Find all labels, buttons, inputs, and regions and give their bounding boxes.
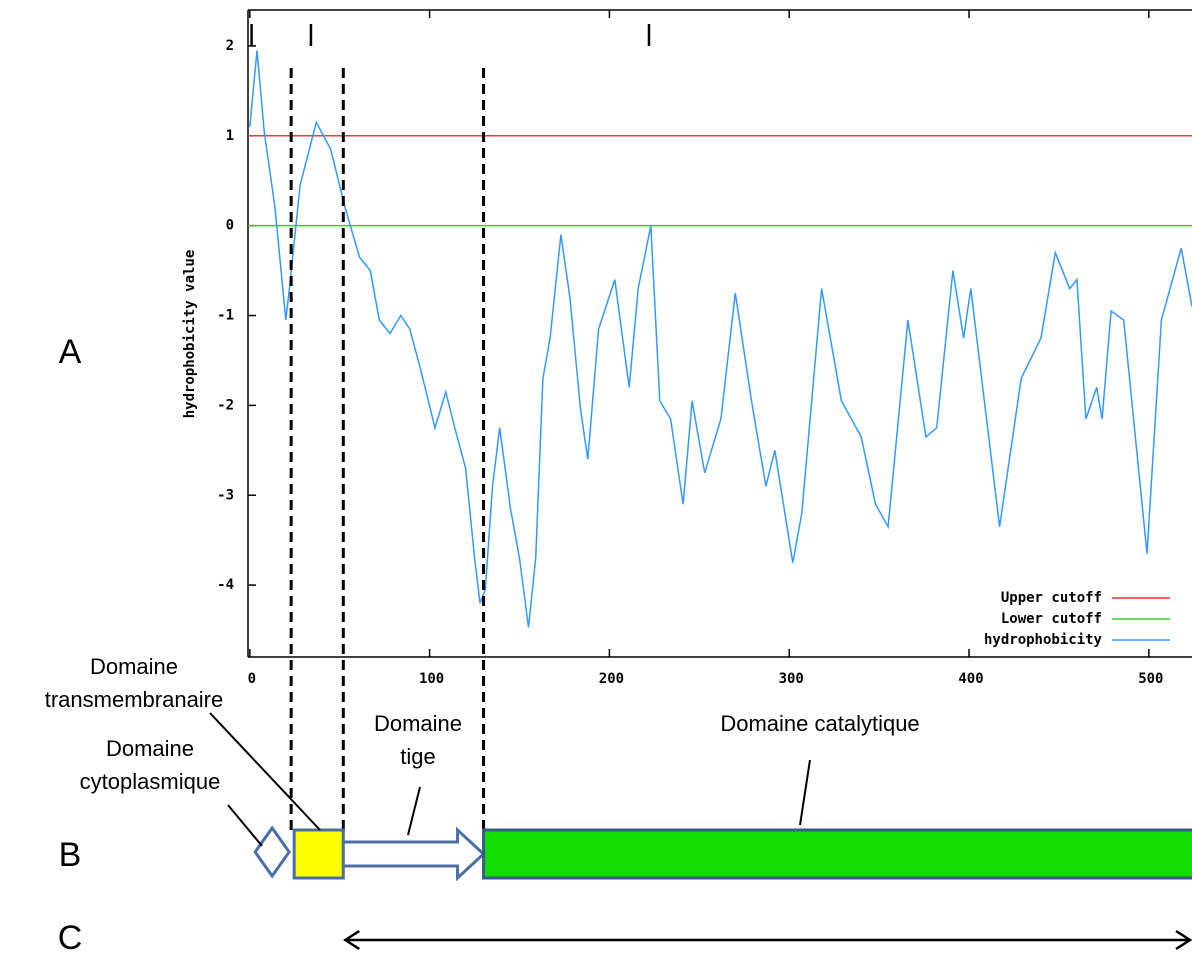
y-tick-label: 0 [226,218,234,234]
x-tick-label: 400 [958,671,983,687]
y-tick-label: 1 [226,128,234,144]
legend-label: Lower cutoff [1001,611,1102,627]
catalytic-domain [482,828,1192,880]
y-tick-label: 2 [226,38,234,54]
x-tick-label: 0 [248,671,256,687]
domain-label: tige [400,744,435,769]
y-tick-label: -1 [217,308,234,324]
y-tick-label: -3 [217,487,234,503]
domain-label: cytoplasmique [80,769,221,794]
panel-label: B [59,836,82,874]
y-tick-label: -4 [217,577,234,593]
domain-label: Domaine catalytique [720,711,919,736]
y-axis-label: hydrophobicity value [182,250,198,419]
x-tick-label: 100 [419,671,444,687]
panel-label: A [59,333,82,371]
y-tick-label: -2 [217,397,234,413]
x-tick-label: 500 [1138,671,1163,687]
leader-line [407,786,421,836]
panel-label: C [58,919,83,953]
x-tick-label: 200 [599,671,624,687]
arrow-head [1175,929,1192,951]
leader-line [227,804,263,847]
domain-label: Domaine [374,711,462,736]
transmembrane-domain [292,828,345,880]
legend-label: Upper cutoff [1001,590,1102,606]
domain-label: transmembranaire [45,687,224,712]
arrow-head [342,929,360,951]
data-line [249,50,1192,628]
x-tick-label: 300 [779,671,804,687]
domain-label: Domaine [106,736,194,761]
domain-label: Domaine [90,654,178,679]
stem-domain [341,826,486,882]
leader-line [209,712,321,831]
cytoplasmic-domain [253,825,291,879]
leader-line [799,759,811,826]
legend-label: hydrophobicity [984,632,1103,648]
